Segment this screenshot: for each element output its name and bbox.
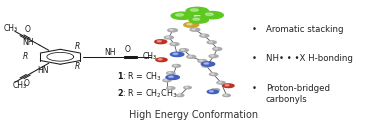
Circle shape bbox=[209, 91, 214, 92]
Text: NH: NH bbox=[104, 48, 116, 56]
Circle shape bbox=[207, 41, 216, 44]
Circle shape bbox=[156, 58, 167, 62]
Circle shape bbox=[191, 9, 198, 11]
Circle shape bbox=[189, 56, 192, 57]
Text: •: • bbox=[251, 54, 257, 63]
Circle shape bbox=[204, 63, 209, 64]
Circle shape bbox=[201, 12, 223, 19]
Circle shape bbox=[211, 55, 214, 56]
Circle shape bbox=[209, 73, 218, 76]
Circle shape bbox=[170, 43, 179, 46]
Circle shape bbox=[209, 41, 212, 42]
Circle shape bbox=[207, 90, 218, 94]
Circle shape bbox=[166, 75, 179, 79]
Circle shape bbox=[225, 85, 229, 86]
Text: HN: HN bbox=[37, 66, 49, 75]
Circle shape bbox=[189, 17, 208, 23]
Circle shape bbox=[167, 72, 175, 74]
Circle shape bbox=[201, 62, 215, 66]
Circle shape bbox=[171, 12, 194, 19]
Text: High Energy Conformation: High Energy Conformation bbox=[129, 110, 258, 120]
Text: •: • bbox=[251, 84, 257, 93]
Circle shape bbox=[168, 29, 178, 32]
Text: Proton-bridged
carbonyls: Proton-bridged carbonyls bbox=[266, 84, 330, 104]
Text: •: • bbox=[251, 25, 257, 34]
Circle shape bbox=[185, 87, 188, 88]
Circle shape bbox=[170, 52, 184, 56]
Circle shape bbox=[166, 37, 169, 38]
Circle shape bbox=[218, 82, 222, 83]
Circle shape bbox=[190, 28, 200, 31]
Circle shape bbox=[205, 13, 213, 15]
Text: $\mathbf{1}$: R = CH$_3$: $\mathbf{1}$: R = CH$_3$ bbox=[117, 70, 162, 83]
Circle shape bbox=[192, 29, 195, 30]
Circle shape bbox=[225, 95, 227, 96]
Text: R: R bbox=[75, 42, 81, 51]
Circle shape bbox=[223, 94, 230, 97]
Circle shape bbox=[168, 72, 171, 73]
Circle shape bbox=[170, 29, 173, 30]
Circle shape bbox=[201, 35, 205, 36]
Circle shape bbox=[213, 47, 222, 50]
Circle shape bbox=[200, 34, 209, 37]
Circle shape bbox=[223, 84, 234, 87]
Circle shape bbox=[155, 40, 167, 44]
Text: Aromatic stacking: Aromatic stacking bbox=[266, 25, 343, 34]
Circle shape bbox=[169, 76, 174, 77]
Circle shape bbox=[167, 87, 175, 89]
Circle shape bbox=[157, 41, 161, 42]
Circle shape bbox=[211, 73, 214, 74]
Circle shape bbox=[186, 7, 208, 15]
Circle shape bbox=[179, 49, 188, 52]
Circle shape bbox=[200, 60, 203, 61]
Circle shape bbox=[209, 55, 218, 58]
Text: O: O bbox=[24, 25, 30, 34]
Circle shape bbox=[211, 89, 220, 91]
Circle shape bbox=[158, 59, 162, 60]
Circle shape bbox=[184, 22, 199, 27]
Circle shape bbox=[187, 55, 196, 58]
Text: O: O bbox=[125, 45, 131, 54]
Circle shape bbox=[213, 89, 216, 90]
Circle shape bbox=[168, 87, 171, 88]
Circle shape bbox=[181, 49, 184, 50]
Text: CH₃: CH₃ bbox=[3, 24, 17, 33]
Circle shape bbox=[178, 95, 180, 96]
Circle shape bbox=[204, 65, 206, 66]
Circle shape bbox=[198, 60, 207, 62]
Circle shape bbox=[177, 94, 184, 97]
Circle shape bbox=[176, 14, 183, 16]
Circle shape bbox=[164, 36, 174, 39]
Text: R: R bbox=[75, 62, 81, 71]
Circle shape bbox=[173, 53, 178, 55]
Text: CH₃: CH₃ bbox=[143, 52, 157, 61]
Circle shape bbox=[215, 48, 218, 49]
Circle shape bbox=[187, 23, 192, 25]
Circle shape bbox=[202, 65, 210, 67]
Text: NH• • •X H-bonding: NH• • •X H-bonding bbox=[266, 54, 353, 63]
Circle shape bbox=[174, 65, 177, 66]
Circle shape bbox=[163, 79, 171, 82]
Circle shape bbox=[172, 65, 180, 67]
Circle shape bbox=[193, 18, 200, 20]
Circle shape bbox=[184, 86, 191, 89]
Circle shape bbox=[217, 81, 225, 84]
Text: CH₃: CH₃ bbox=[12, 81, 26, 90]
Text: NH: NH bbox=[22, 38, 34, 47]
Text: O: O bbox=[23, 79, 29, 88]
Circle shape bbox=[172, 43, 175, 44]
Text: R: R bbox=[23, 52, 28, 61]
Text: $\mathbf{2}$: R = CH$_2$CH$_3$: $\mathbf{2}$: R = CH$_2$CH$_3$ bbox=[117, 87, 177, 100]
